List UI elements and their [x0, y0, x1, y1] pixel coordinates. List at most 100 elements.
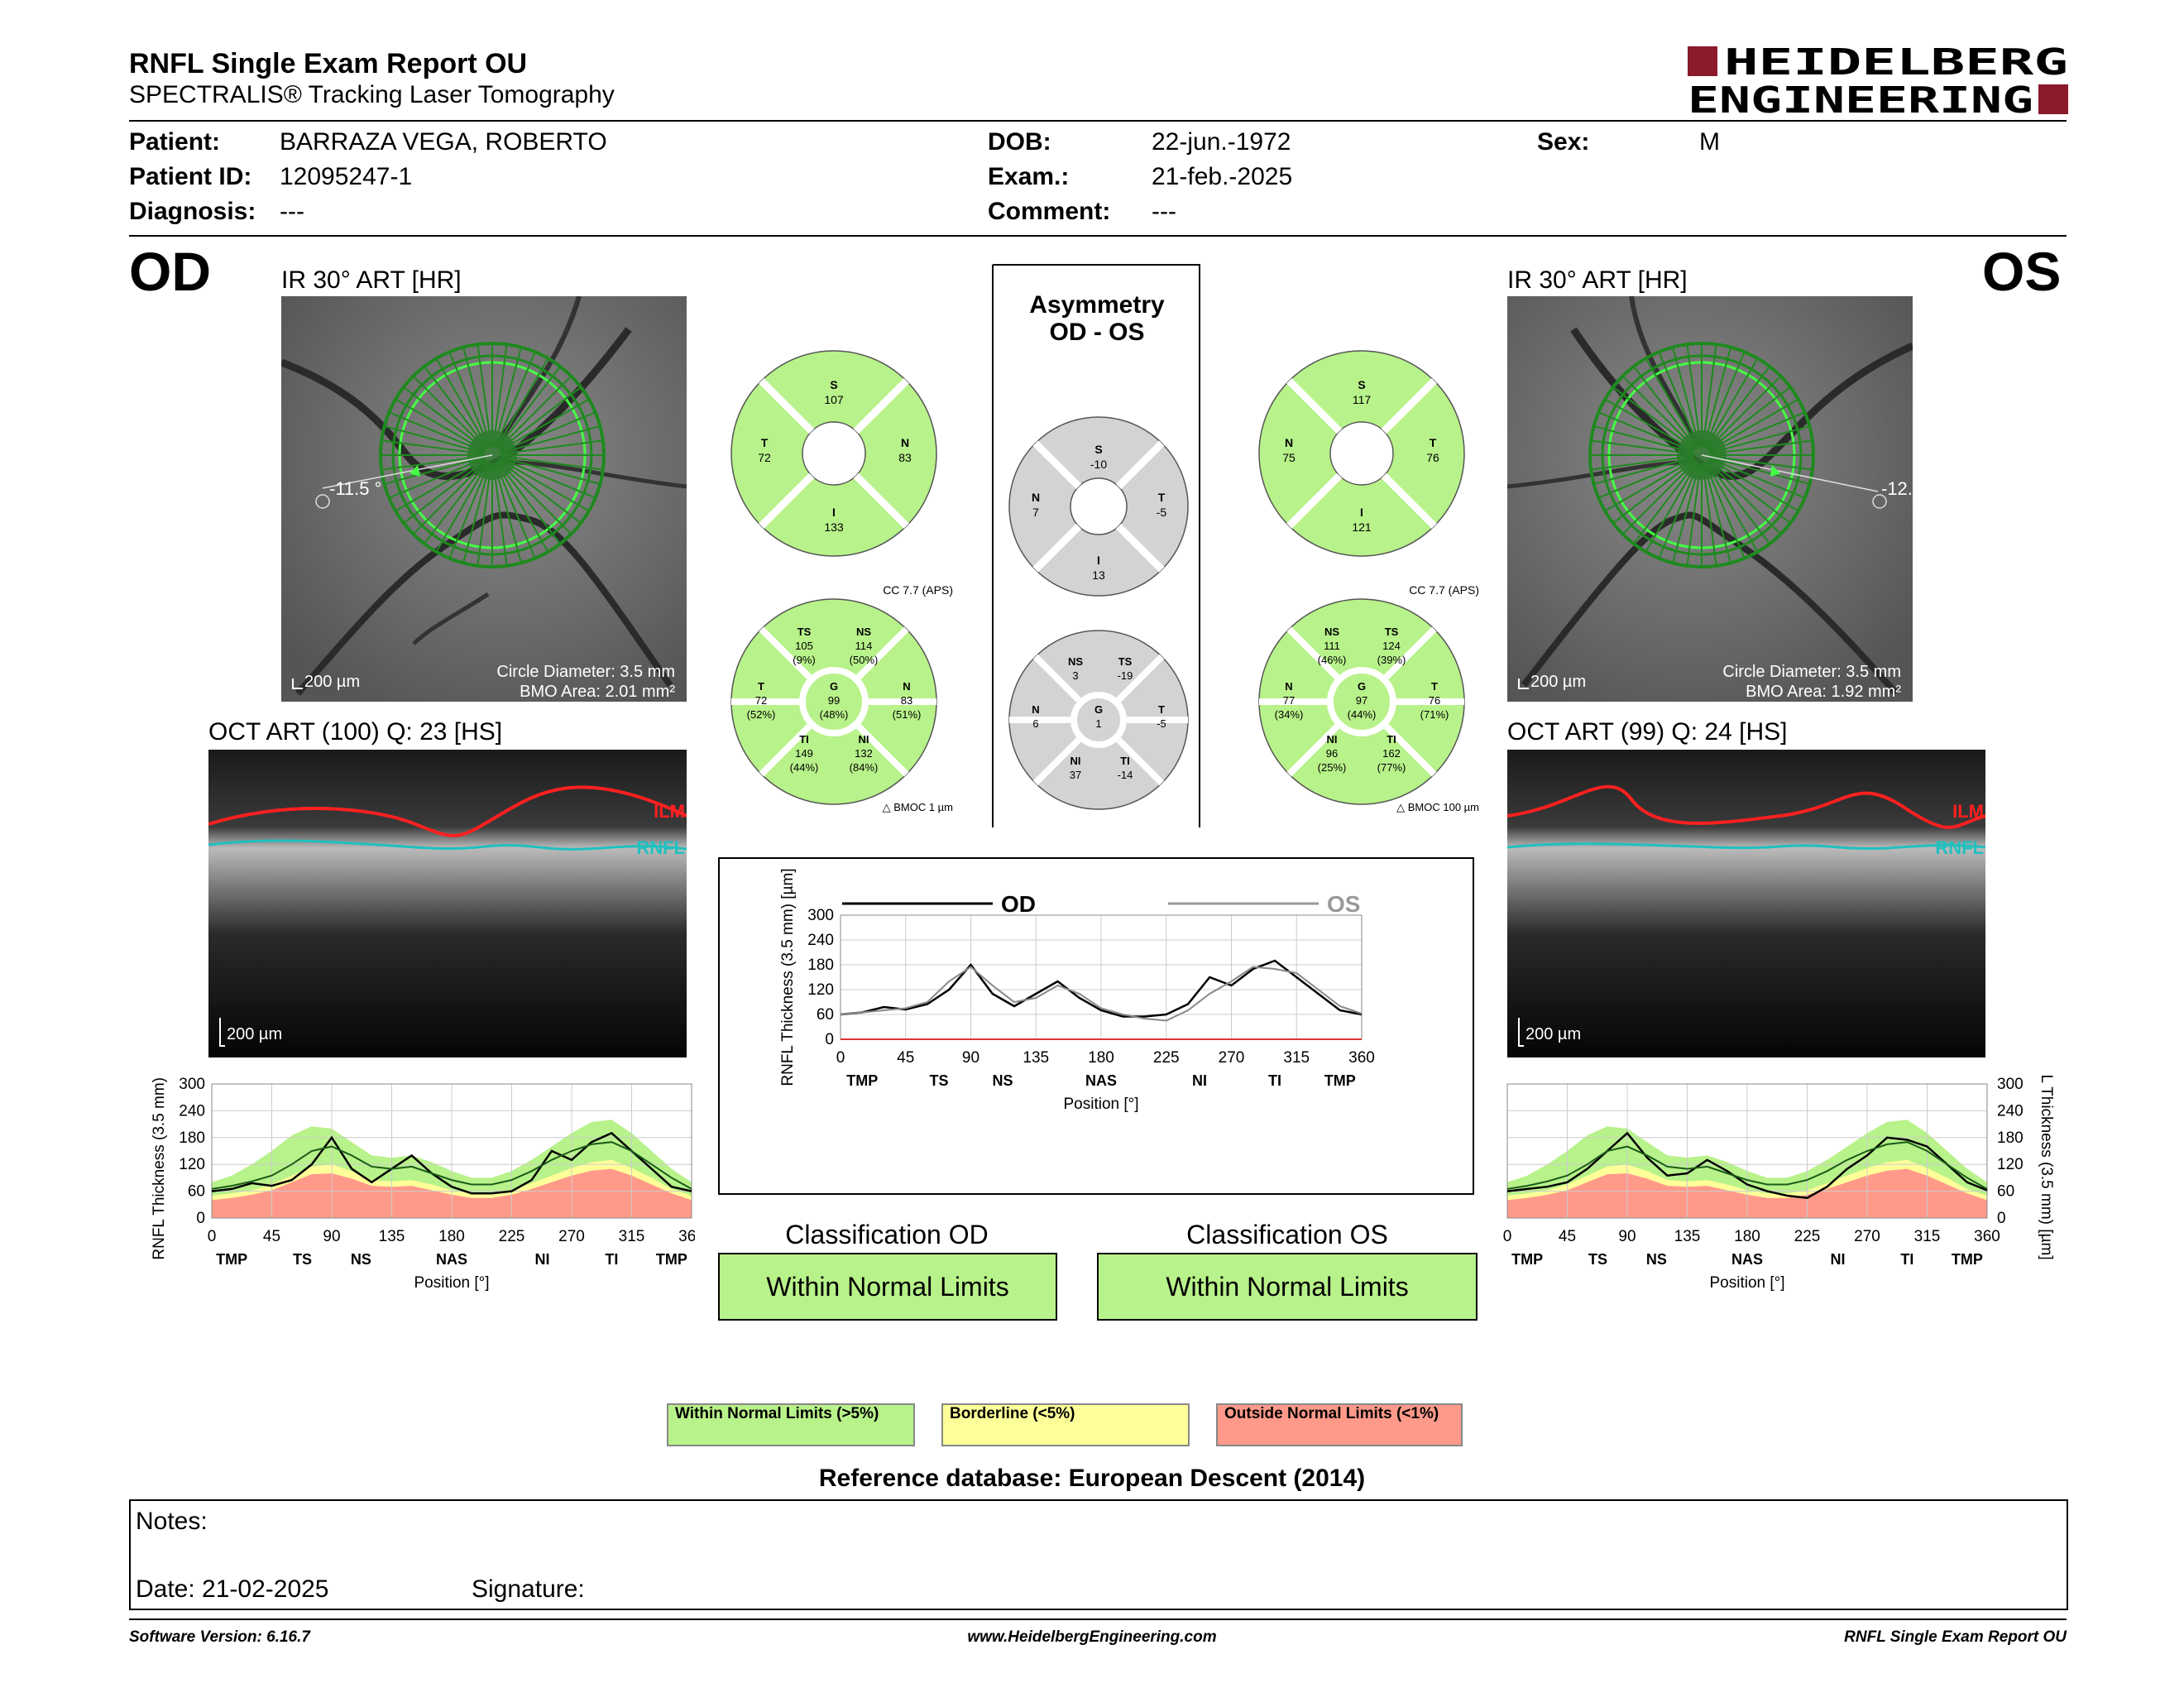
sector-value: 114	[855, 640, 873, 652]
os-bmoc-label: △ BMOC 100 µm	[1396, 801, 1479, 813]
scan-spoke	[1593, 456, 1694, 485]
sector-center	[799, 667, 869, 736]
chart-plot: 0 60 120 180 240 300 0 45 90 135 180 225 270 315 360 TM…	[779, 868, 1375, 1113]
asymmetry-title-line2: OD - OS	[1049, 319, 1145, 346]
website-link[interactable]: www.HeidelbergEngineering.com	[967, 1628, 1217, 1646]
sector-label: G	[830, 680, 838, 693]
scan-spoke	[1709, 455, 1813, 471]
patient-id-label: Patient ID:	[129, 163, 252, 190]
sector-label: N	[1285, 680, 1292, 693]
sector-axis-label: TS	[929, 1072, 948, 1089]
scan-spoke	[496, 462, 549, 553]
series-line-1	[840, 966, 1363, 1022]
scan-spoke	[1703, 462, 1746, 559]
scan-spoke	[500, 439, 603, 455]
scan-spoke	[1645, 357, 1698, 448]
od-ilm-label: ILM	[654, 801, 685, 822]
sector-divider	[1286, 723, 1340, 777]
sector-divider	[853, 378, 909, 434]
od-fundus-image: -11.5 ° 200 µm Circle Diameter: 3.5 mm B…	[281, 296, 687, 702]
sector-percent: (9%)	[793, 654, 815, 666]
notes-box[interactable]: Notes: Date: 21-02-2025 Signature:	[129, 1499, 2068, 1610]
dob-value: 22-jun.-1972	[1152, 128, 1291, 156]
scan-spoke	[498, 386, 582, 451]
sector-ring-6: NS3 TS-19 N6 G1 T-5 NI 37 TI -14	[1008, 630, 1189, 810]
os-cc-label: CC 7.7 (APS)	[1409, 583, 1479, 597]
classification-os-title: Classification OS	[1186, 1220, 1388, 1249]
plot-frame	[1506, 1083, 1988, 1219]
os-circle-diameter: Circle Diameter: 3.5 mm	[1722, 663, 1901, 681]
scan-spoke	[498, 459, 582, 524]
sector-label: N	[1285, 436, 1293, 449]
scan-spoke	[1709, 456, 1810, 485]
sector-percent: (50%)	[850, 654, 879, 666]
sector-label: NI	[859, 733, 869, 746]
sector-label: S	[830, 378, 837, 391]
notes-label: Notes:	[136, 1508, 208, 1535]
y-axis-label: RNFL Thickness (3.5 mm) [µm]	[2038, 1074, 2055, 1260]
sector-hole	[1329, 421, 1394, 486]
scan-spoke	[448, 462, 491, 559]
asymmetry-title-line1: Asymmetry	[1029, 291, 1165, 319]
sector-percent: (48%)	[820, 708, 849, 721]
sector-percent: (77%)	[1377, 761, 1406, 774]
sector-value: 83	[898, 451, 912, 464]
od-oct-scale: 200 µm	[227, 1025, 282, 1043]
comparison-chart-frame	[718, 857, 1474, 1195]
sector-ring-4: S -10 N 7 T -5 I13	[1008, 416, 1189, 597]
scan-spoke	[499, 458, 590, 512]
sector-label: T	[1158, 703, 1165, 716]
sector-percent: (44%)	[1348, 708, 1377, 721]
x-tick-label: 225	[1794, 1228, 1821, 1245]
sector-axis-label: TMP	[846, 1072, 878, 1089]
x-tick-label: 90	[962, 1049, 979, 1067]
od-ir-title: IR 30° ART [HR]	[281, 266, 462, 294]
y-tick-label: 180	[1997, 1129, 2024, 1147]
x-tick-label: 90	[1618, 1228, 1636, 1245]
sector-divider	[1381, 378, 1437, 434]
scan-spoke	[384, 425, 485, 454]
scan-spoke	[1707, 460, 1782, 535]
sector-percent: (71%)	[1420, 708, 1449, 721]
sector-label: TS	[1385, 626, 1399, 638]
classification-od-value: Within Normal Limits	[718, 1253, 1057, 1321]
sector-label: T	[1431, 680, 1438, 693]
scan-spoke	[500, 455, 603, 471]
x-axis-label: Position [°]	[1063, 1096, 1138, 1113]
scan-spoke	[1702, 344, 1717, 448]
exam-value: 21-feb.-2025	[1152, 163, 1293, 190]
scan-spoke	[497, 375, 572, 450]
od-rnfl-label: RNFL	[636, 837, 685, 858]
os-ilm-label: ILM	[1952, 801, 1984, 822]
scan-spoke	[395, 458, 486, 512]
sector-divider	[1116, 654, 1165, 703]
legend-within-normal: Within Normal Limits (>5%)	[667, 1403, 915, 1446]
y-tick-label: 0	[825, 1031, 834, 1048]
sector-axis-label: TI	[1900, 1251, 1913, 1268]
y-tick-label: 240	[1997, 1102, 2024, 1120]
scan-spoke	[1703, 463, 1731, 563]
od-circle-diameter: Circle Diameter: 3.5 mm	[496, 663, 675, 681]
scan-spoke	[1703, 351, 1746, 448]
diagnosis-value: ---	[280, 198, 304, 225]
sector-label: S	[1358, 378, 1365, 391]
sector-value: 1	[1095, 717, 1101, 730]
sector-value: 96	[1326, 747, 1338, 760]
sector-value: 37	[1070, 769, 1081, 781]
sector-value: 111	[1324, 640, 1340, 652]
y-tick-label: 300	[1997, 1076, 2024, 1093]
sector-divider	[1032, 737, 1081, 786]
sector-axis-label: TMP	[656, 1251, 687, 1268]
sector-label: TI	[799, 733, 809, 746]
sector-label: S	[1094, 443, 1102, 456]
y-axis-label: RNFL Thickness (3.5 mm) [µm]	[151, 1074, 168, 1260]
asymmetry-frame	[993, 264, 1200, 827]
scan-spoke	[1621, 375, 1697, 450]
scan-spoke	[1597, 411, 1695, 453]
x-tick-label: 225	[499, 1228, 525, 1245]
scan-spoke	[1707, 386, 1791, 451]
y-tick-label: 240	[807, 932, 834, 949]
scan-spoke	[494, 462, 536, 559]
x-tick-label: 315	[619, 1228, 645, 1245]
